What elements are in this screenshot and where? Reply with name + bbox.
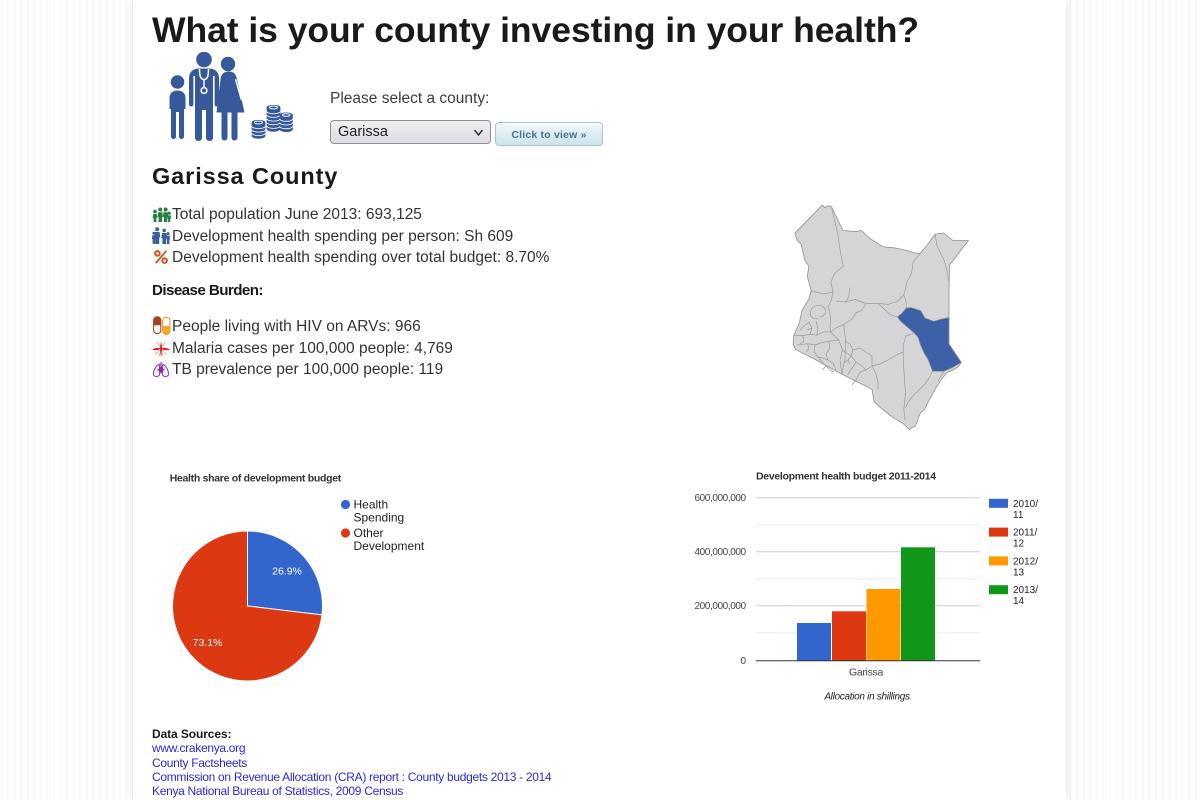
svg-text:Spending: Spending bbox=[354, 510, 405, 524]
svg-text:11: 11 bbox=[1013, 510, 1024, 521]
svg-text:Development: Development bbox=[354, 539, 425, 553]
svg-text:400,000,000: 400,000,000 bbox=[694, 547, 746, 558]
svg-text:2011/: 2011/ bbox=[1013, 528, 1038, 539]
svg-text:600,000,000: 600,000,000 bbox=[694, 493, 746, 504]
svg-text:0: 0 bbox=[741, 656, 747, 667]
svg-text:Other: Other bbox=[354, 526, 384, 540]
svg-text:2012/: 2012/ bbox=[1013, 556, 1038, 567]
svg-text:Garissa: Garissa bbox=[849, 667, 884, 679]
svg-text:Development health budget 2011: Development health budget 2011-2014 bbox=[756, 471, 936, 483]
svg-text:Health share of development bu: Health share of development budget bbox=[170, 473, 342, 485]
svg-text:26.9%: 26.9% bbox=[272, 566, 302, 578]
svg-text:Allocation in shillings: Allocation in shillings bbox=[823, 692, 910, 703]
svg-text:200,000,000: 200,000,000 bbox=[694, 601, 746, 612]
svg-text:13: 13 bbox=[1013, 567, 1025, 578]
svg-text:2010/: 2010/ bbox=[1013, 499, 1038, 510]
svg-text:73.1%: 73.1% bbox=[193, 637, 223, 649]
svg-text:14: 14 bbox=[1013, 596, 1025, 607]
svg-text:Health: Health bbox=[354, 498, 389, 512]
svg-text:2013/: 2013/ bbox=[1013, 585, 1038, 596]
svg-text:12: 12 bbox=[1013, 539, 1025, 550]
